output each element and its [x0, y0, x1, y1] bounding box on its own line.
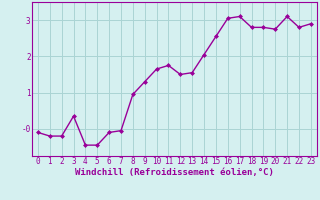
X-axis label: Windchill (Refroidissement éolien,°C): Windchill (Refroidissement éolien,°C) — [75, 168, 274, 177]
